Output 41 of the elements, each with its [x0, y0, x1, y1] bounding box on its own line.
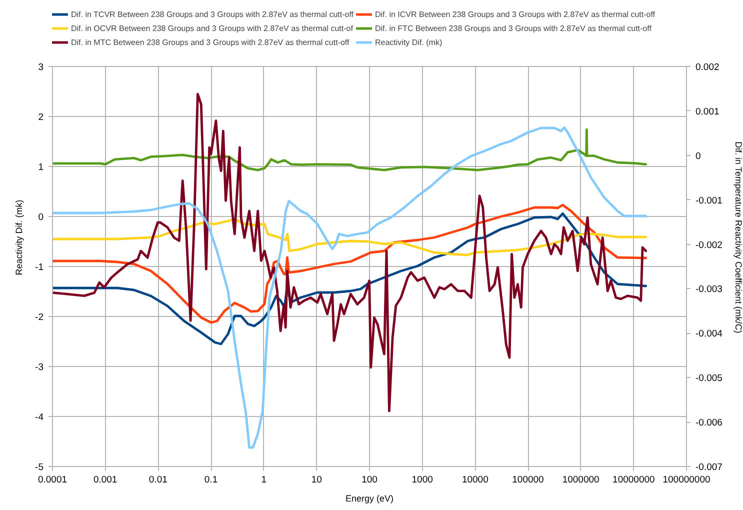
y2-tick-label: -0.003	[696, 284, 722, 296]
y-tick-label: 1	[38, 162, 44, 173]
y-tick-label: -2	[35, 312, 44, 323]
x-tick-label: 0.1	[204, 474, 218, 486]
y2-axis-title: Dif. in Temperature Reactivity Coefficient (mk/C)	[733, 142, 743, 334]
y-tick-label: 2	[38, 112, 44, 123]
y-tick-label: -5	[35, 462, 44, 473]
x-tick-label: 100000000	[662, 474, 710, 486]
legend-label: Dif. in MTC Between 238 Groups and 3 Groups with 2.87eV as thermal cutt-off	[71, 36, 350, 48]
x-tick-label: 10000	[462, 474, 488, 486]
legend-label: Dif. in ICVR Between 238 Groups and 3 Groups with 2.87eV as thermal cutt-off	[375, 8, 656, 20]
x-tick-label: 0.0001	[38, 474, 68, 486]
y2-tick-label: -0.001	[696, 195, 722, 206]
legend-label: Dif. in FTC Between 238 Groups and 3 Groups with 2.87eV as thermal cutt-off	[375, 22, 652, 34]
x-tick-label: 1	[261, 474, 266, 486]
x-tick-label: 0.001	[93, 474, 118, 486]
y-tick-label: -3	[35, 362, 44, 373]
y-tick-label: -1	[35, 262, 44, 273]
x-tick-label: 10000000	[612, 474, 655, 486]
y-tick-label: 0	[38, 212, 44, 223]
y2-tick-label: -0.005	[696, 373, 722, 384]
y2-tick-label: 0.002	[696, 62, 720, 73]
x-tick-label: 100000	[512, 474, 544, 486]
y2-tick-label: -0.006	[696, 418, 722, 429]
legend-label: Reactivity Dif. (mk)	[375, 36, 444, 48]
y-tick-label: 3	[38, 62, 44, 73]
legend-label: Dif. in TCVR Between 238 Groups and 3 Groups with 2.87eV as thermal cutt-off	[71, 8, 354, 20]
y2-tick-label: -0.007	[696, 462, 722, 473]
x-tick-label: 0.01	[148, 474, 168, 486]
x-axis-title: Energy (eV)	[345, 494, 394, 504]
x-tick-label: 1000	[412, 474, 433, 486]
y2-tick-label: 0	[696, 150, 701, 162]
y-axis-title: Reactivity Dif. (mk)	[14, 200, 24, 276]
legend-label: Dif. in OCVR Between 238 Groups and 3 Groups with 2.87eV as thermal cutt-of	[71, 22, 354, 34]
y2-tick-label: -0.004	[696, 328, 722, 340]
y2-tick-label: 0.001	[696, 106, 720, 118]
x-tick-label: 1000000	[562, 474, 600, 486]
y2-tick-label: -0.002	[696, 240, 722, 251]
x-tick-label: 100	[362, 474, 378, 486]
y-tick-label: -4	[35, 412, 44, 423]
x-tick-label: 10	[311, 474, 322, 486]
